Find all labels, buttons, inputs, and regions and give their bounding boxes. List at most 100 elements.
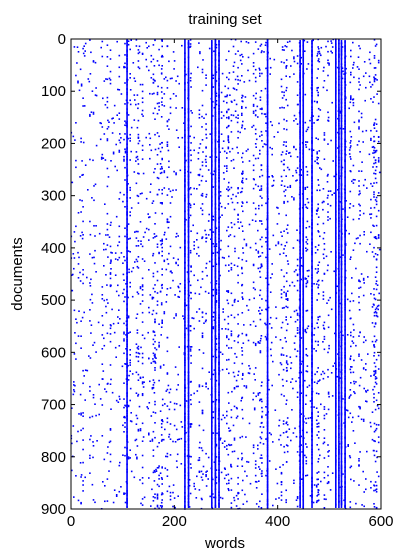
data-point	[118, 151, 121, 153]
data-point	[120, 252, 123, 254]
data-point	[280, 184, 283, 186]
data-point	[103, 133, 106, 135]
data-point	[129, 331, 131, 333]
data-point	[89, 220, 91, 223]
data-point	[247, 148, 249, 151]
data-point	[207, 292, 210, 294]
data-point	[190, 270, 192, 273]
data-point	[241, 107, 243, 109]
data-point	[305, 146, 308, 148]
data-point	[129, 214, 131, 217]
data-point	[314, 246, 317, 248]
data-point	[163, 170, 166, 172]
data-point	[135, 182, 138, 185]
data-point	[245, 436, 247, 438]
data-point	[295, 435, 298, 438]
data-point	[237, 152, 239, 154]
data-point	[280, 472, 283, 475]
data-point	[313, 100, 316, 103]
data-point	[89, 158, 91, 161]
data-point	[198, 255, 200, 257]
data-point	[139, 221, 142, 223]
data-point	[314, 373, 316, 376]
data-point	[73, 381, 75, 383]
data-point	[154, 471, 156, 473]
data-point	[260, 507, 263, 509]
data-point	[259, 392, 261, 394]
data-point	[291, 196, 293, 198]
data-point	[181, 44, 183, 47]
data-point	[285, 403, 287, 405]
data-point	[231, 101, 233, 103]
data-point	[233, 223, 236, 226]
data-point	[254, 97, 257, 100]
data-point	[272, 184, 275, 187]
data-point	[154, 320, 156, 323]
data-point	[317, 431, 320, 433]
data-point	[163, 187, 166, 189]
data-point	[215, 280, 218, 282]
data-point	[309, 119, 311, 122]
data-point	[226, 359, 228, 361]
data-point	[165, 390, 168, 392]
data-point	[123, 333, 125, 335]
data-point	[241, 266, 243, 269]
data-point	[252, 263, 255, 266]
data-point	[156, 132, 159, 134]
data-point	[242, 372, 244, 375]
data-point	[323, 414, 326, 417]
data-point	[141, 97, 144, 99]
data-point	[283, 128, 285, 130]
data-point	[260, 187, 263, 190]
data-point	[296, 329, 299, 331]
data-point	[128, 374, 130, 377]
data-point	[115, 290, 118, 293]
data-point	[205, 237, 208, 239]
data-point	[141, 192, 143, 195]
data-point	[105, 274, 107, 276]
data-point	[152, 455, 155, 457]
data-point	[306, 198, 309, 200]
data-point	[177, 286, 180, 289]
data-point	[227, 139, 230, 142]
data-point	[233, 264, 236, 266]
data-point	[121, 365, 124, 368]
data-point	[276, 482, 279, 485]
data-point	[115, 494, 118, 496]
data-point	[108, 236, 111, 238]
data-point	[123, 66, 125, 69]
data-point	[281, 97, 284, 99]
data-point	[137, 119, 140, 122]
data-point	[236, 415, 239, 418]
data-point	[226, 157, 228, 159]
data-point	[178, 296, 180, 298]
data-point	[259, 72, 261, 75]
data-point	[205, 165, 207, 167]
data-point	[241, 272, 244, 275]
data-point	[82, 206, 84, 208]
data-point	[241, 267, 243, 270]
data-point	[282, 432, 285, 434]
data-point	[113, 122, 115, 124]
data-point	[291, 409, 293, 411]
data-point	[237, 498, 239, 500]
data-point	[189, 43, 192, 45]
data-point	[241, 112, 243, 115]
data-point	[159, 150, 162, 153]
data-point	[316, 210, 318, 212]
data-point	[230, 409, 233, 411]
data-point	[316, 322, 318, 324]
data-point	[190, 125, 192, 128]
data-point	[166, 350, 169, 353]
data-point	[94, 183, 97, 186]
data-point	[230, 119, 233, 122]
data-point	[212, 243, 215, 245]
data-point	[259, 342, 261, 344]
data-point	[186, 346, 189, 348]
data-point	[306, 68, 308, 70]
data-point	[220, 133, 223, 135]
data-point	[264, 335, 267, 338]
data-point	[306, 248, 309, 251]
data-point	[151, 202, 154, 204]
data-point	[242, 252, 245, 254]
